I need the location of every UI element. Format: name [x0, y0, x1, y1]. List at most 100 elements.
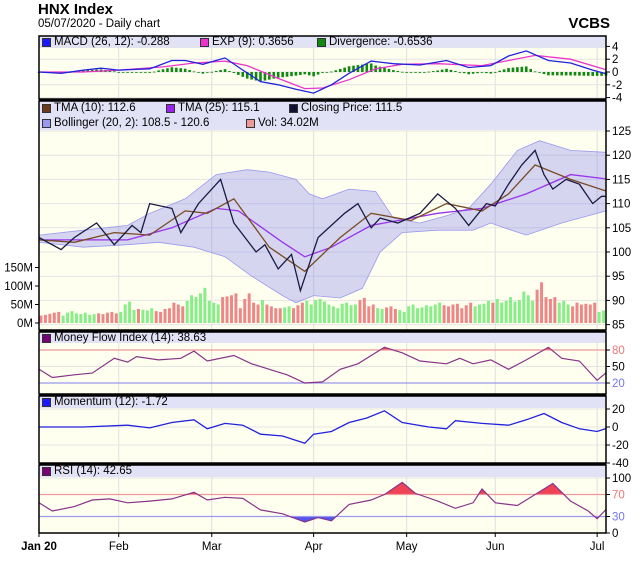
- volume-bar: [393, 308, 397, 323]
- divergence-bar: [502, 69, 506, 72]
- legend-tma10: TMA (10): 112.6: [42, 102, 136, 114]
- divergence-bar: [511, 67, 515, 72]
- divergence-bar: [148, 72, 152, 73]
- volume-bar: [318, 298, 322, 323]
- legend-label: TMA (10): 112.6: [54, 102, 136, 114]
- volume-bar: [504, 300, 508, 323]
- legend-rsi: RSI (14): 42.65: [42, 465, 132, 477]
- divergence-bar: [427, 71, 431, 73]
- volume-bar: [354, 304, 358, 323]
- volume-bar: [92, 314, 96, 323]
- legend-label: Divergence: -0.6536: [329, 36, 433, 48]
- volume-swatch-icon: [246, 118, 255, 128]
- momentum-tick-label: 20: [612, 404, 625, 416]
- volume-bar: [336, 308, 340, 323]
- divergence-bar: [547, 72, 550, 76]
- volume-bar: [562, 300, 566, 323]
- legend-exp: EXP (9): 0.3656: [200, 36, 294, 48]
- divergence-bar: [135, 72, 138, 73]
- divergence-bar: [161, 69, 165, 72]
- divergence-bar: [476, 72, 479, 74]
- divergence-bar: [86, 70, 90, 72]
- legend-label: TMA (25): 115.1: [178, 102, 260, 114]
- volume-bar: [300, 302, 304, 323]
- price-tick-label: 100: [612, 247, 631, 259]
- rsi-legend-band: [39, 465, 606, 477]
- tma25-line: [39, 173, 607, 258]
- volume-bar: [495, 298, 499, 323]
- volume-bar: [185, 300, 189, 323]
- divergence-bar: [144, 72, 147, 73]
- volume-bar: [486, 300, 490, 323]
- divergence-bar: [241, 72, 245, 77]
- macd-tick-label: 0: [612, 67, 618, 79]
- divergence-bar: [471, 72, 475, 74]
- divergence-bar: [81, 70, 85, 72]
- volume-bar: [376, 308, 380, 323]
- volume-bar: [429, 306, 433, 323]
- volume-bar: [398, 310, 402, 323]
- volume-bar: [132, 310, 136, 323]
- volume-bar: [447, 306, 451, 323]
- volume-bar: [602, 310, 606, 323]
- panel-separator: [39, 394, 606, 396]
- macd-tick-label: -2: [612, 80, 622, 92]
- divergence-bar: [454, 70, 457, 72]
- panel-separator: [39, 463, 606, 465]
- divergence-bar: [414, 72, 417, 73]
- divergence-bar: [361, 64, 364, 72]
- divergence-bar: [520, 66, 524, 72]
- tma10-line: [38, 164, 607, 273]
- divergence-bar: [299, 72, 302, 75]
- momentum-tick-label: -20: [612, 440, 629, 452]
- price-tick-label: 85: [612, 320, 625, 332]
- divergence-bar: [489, 72, 493, 74]
- divergence-bar: [338, 68, 342, 72]
- divergence-bar: [369, 63, 373, 72]
- rsi-tick-label: 30: [612, 512, 625, 524]
- rsi-oversold-fill: [39, 516, 606, 522]
- price-tick-label: 90: [612, 295, 625, 307]
- volume-bar: [305, 300, 309, 323]
- divergence-bar: [312, 72, 315, 77]
- volume-bar: [61, 315, 65, 323]
- volume-bar: [278, 308, 282, 323]
- rsi-tick-label: 100: [612, 473, 631, 485]
- divergence-bar: [378, 66, 382, 72]
- tma10-swatch-icon: [42, 103, 51, 113]
- volume-bar: [243, 298, 247, 323]
- divergence-bar: [126, 72, 129, 73]
- mfi-tick-label: 50: [612, 362, 625, 374]
- volume-bar: [433, 304, 437, 323]
- volume-tick-label: 150M: [4, 263, 33, 275]
- legend-label: Vol: 34.02M: [258, 117, 319, 129]
- chart-title: HNX Index: [38, 1, 114, 18]
- volume-bar: [420, 307, 424, 323]
- legend-label: Closing Price: 111.5: [301, 102, 403, 114]
- divergence-bar: [201, 72, 205, 74]
- divergence-bar: [564, 72, 568, 76]
- volume-bar: [172, 302, 176, 323]
- volume-bar: [101, 314, 105, 323]
- divergence-bar: [214, 70, 218, 72]
- divergence-bar: [316, 72, 320, 75]
- volume-bar: [123, 304, 127, 323]
- divergence-bar: [219, 70, 222, 72]
- mfi-tick-label: 20: [612, 378, 625, 390]
- divergence-bar: [516, 67, 519, 72]
- volume-bar: [52, 312, 56, 323]
- divergence-bar: [188, 70, 191, 72]
- legend-closing-price: Closing Price: 111.5: [289, 102, 402, 114]
- price-tick-label: 95: [612, 271, 625, 283]
- divergence-bar: [192, 71, 196, 73]
- volume-bar: [517, 300, 521, 323]
- divergence-bar: [560, 72, 564, 76]
- x-tick-label: Jul: [590, 541, 605, 553]
- divergence-bar: [245, 72, 249, 79]
- volume-bar: [198, 293, 202, 323]
- macd-tick-label: 4: [612, 41, 619, 53]
- divergence-bar: [210, 71, 214, 73]
- macd-line: [38, 50, 607, 94]
- legend-tma25: TMA (25): 115.1: [166, 102, 260, 114]
- divergence-bar: [431, 71, 435, 72]
